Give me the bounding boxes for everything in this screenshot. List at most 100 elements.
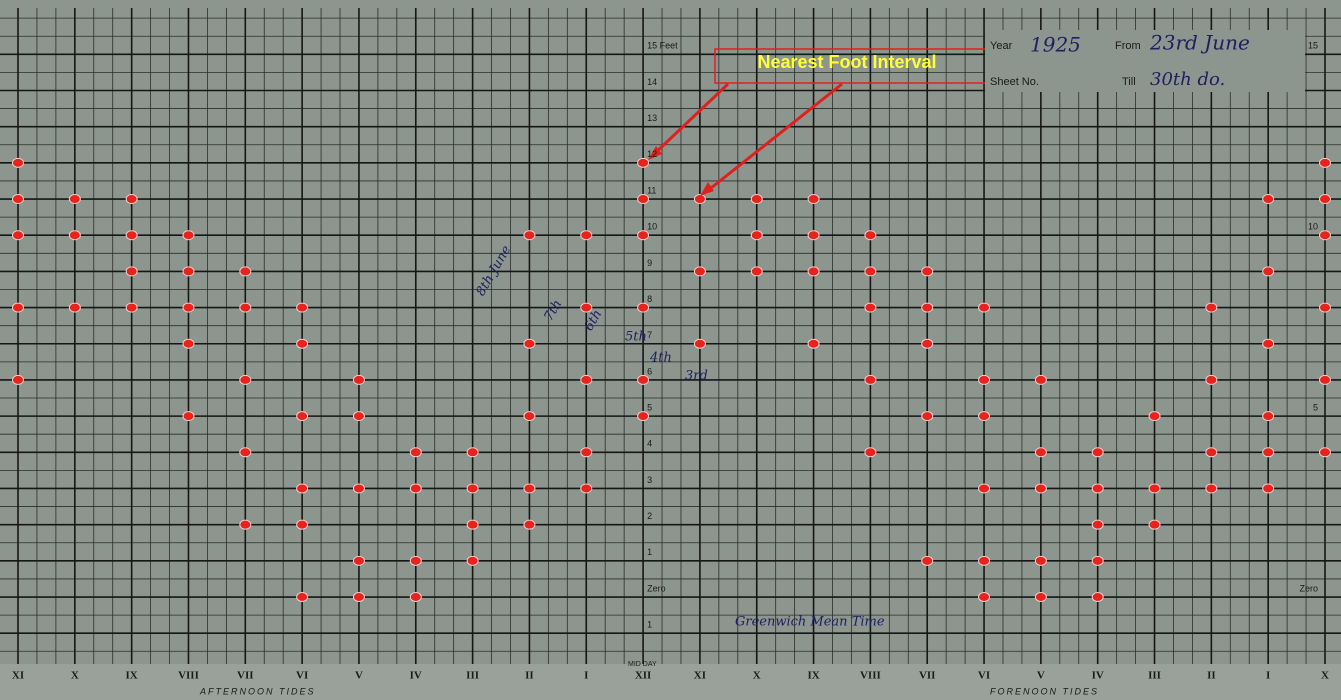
- tide-point: [807, 266, 820, 277]
- x-tick-label: V: [1037, 670, 1045, 682]
- x-tick-label: XI: [694, 670, 706, 682]
- y-tick-label: 1: [647, 547, 652, 557]
- y-tick-label: 7: [647, 330, 652, 340]
- tide-point: [12, 230, 24, 241]
- tide-point: [12, 302, 24, 313]
- x-tick-label: II: [1207, 670, 1216, 682]
- y-tick-label: 4: [647, 439, 652, 449]
- tide-point: [1319, 194, 1331, 205]
- tide-point: [12, 194, 24, 205]
- y2-tick-label: 5: [1313, 402, 1318, 412]
- tide-point: [409, 483, 422, 494]
- tide-point: [1262, 338, 1275, 349]
- tide-point: [637, 411, 650, 422]
- tide-point: [352, 411, 365, 422]
- x-tick-label: IV: [1092, 670, 1104, 682]
- x-tick-label: I: [1266, 670, 1270, 682]
- tide-point: [352, 555, 365, 566]
- curve-label: 5th: [625, 330, 647, 345]
- x-tick-label: XI: [12, 670, 24, 682]
- tide-point: [296, 411, 309, 422]
- tide-point: [693, 194, 706, 205]
- tide-point: [1091, 592, 1104, 603]
- arrow-head: [700, 182, 714, 196]
- x-tick-label: IV: [410, 670, 422, 682]
- tide-point: [580, 483, 593, 494]
- tide-point: [864, 266, 877, 277]
- till-label: Till: [1122, 76, 1136, 88]
- tide-point: [523, 411, 536, 422]
- tide-point: [68, 194, 81, 205]
- tide-point: [182, 411, 195, 422]
- from: 23rd June: [1149, 31, 1250, 55]
- arrow-head: [648, 146, 662, 160]
- tide-point: [296, 338, 309, 349]
- x-tick-label: III: [1148, 670, 1161, 682]
- y-tick-label: 6: [647, 366, 652, 376]
- tide-point: [1148, 483, 1161, 494]
- tide-point: [12, 157, 24, 168]
- tide-point: [68, 230, 81, 241]
- tide-point: [523, 338, 536, 349]
- tide-point: [1319, 157, 1331, 168]
- tide-point: [637, 374, 650, 385]
- tide-point: [125, 266, 138, 277]
- tide-point: [1262, 483, 1275, 494]
- tide-point: [637, 302, 650, 313]
- y-tick-label: 1: [647, 620, 652, 630]
- tide-point: [1091, 519, 1104, 530]
- tide-point: [580, 447, 593, 458]
- arrow: [705, 82, 843, 194]
- tide-point: [1205, 302, 1218, 313]
- arrow: [650, 82, 730, 158]
- tide-point: [693, 266, 706, 277]
- year-label: Year: [990, 40, 1013, 52]
- tide-point: [1205, 447, 1218, 458]
- tide-point: [921, 302, 934, 313]
- footer: [0, 664, 1341, 700]
- tide-point: [1091, 483, 1104, 494]
- tide-point: [239, 374, 252, 385]
- tide-point: [1148, 411, 1161, 422]
- tide-point: [1091, 555, 1104, 566]
- tide-point: [864, 302, 877, 313]
- y-tick-label: 12: [647, 149, 657, 159]
- tide-point: [864, 374, 877, 385]
- tide-point: [68, 302, 81, 313]
- tide-point: [466, 519, 479, 530]
- tide-point: [352, 374, 365, 385]
- tide-point: [864, 230, 877, 241]
- x-tick-label: IX: [126, 670, 138, 682]
- tide-point: [1262, 411, 1275, 422]
- tide-point: [580, 302, 593, 313]
- x-tick-label: X: [71, 670, 79, 682]
- tide-point: [750, 266, 763, 277]
- tide-point: [978, 302, 991, 313]
- tide-point: [182, 266, 195, 277]
- x-tick-label: VII: [919, 670, 936, 682]
- y-tick-label: 10: [647, 222, 657, 232]
- y2-tick-label: 15: [1308, 41, 1318, 51]
- x-tick-label: VII: [237, 670, 254, 682]
- afternoon-label: AFTERNOON TIDES: [199, 686, 316, 696]
- tide-point: [978, 483, 991, 494]
- tide-point: [1319, 230, 1331, 241]
- tide-point: [239, 266, 252, 277]
- tide-point: [523, 519, 536, 530]
- y-tick-label: 14: [647, 77, 657, 87]
- tide-point: [296, 519, 309, 530]
- tide-point: [1034, 483, 1047, 494]
- x-tick-label: V: [355, 670, 363, 682]
- tide-point: [637, 157, 650, 168]
- tide-point: [125, 194, 138, 205]
- tide-point: [352, 592, 365, 603]
- tide-point: [1319, 374, 1331, 385]
- tide-point: [1262, 266, 1275, 277]
- y-tick-label: 8: [647, 294, 652, 304]
- from-label: From: [1115, 40, 1141, 52]
- tide-point: [1262, 194, 1275, 205]
- x-tick-label: X: [1321, 670, 1329, 682]
- tide-point: [921, 338, 934, 349]
